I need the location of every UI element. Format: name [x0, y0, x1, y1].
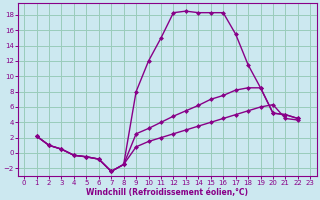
X-axis label: Windchill (Refroidissement éolien,°C): Windchill (Refroidissement éolien,°C) [86, 188, 248, 197]
